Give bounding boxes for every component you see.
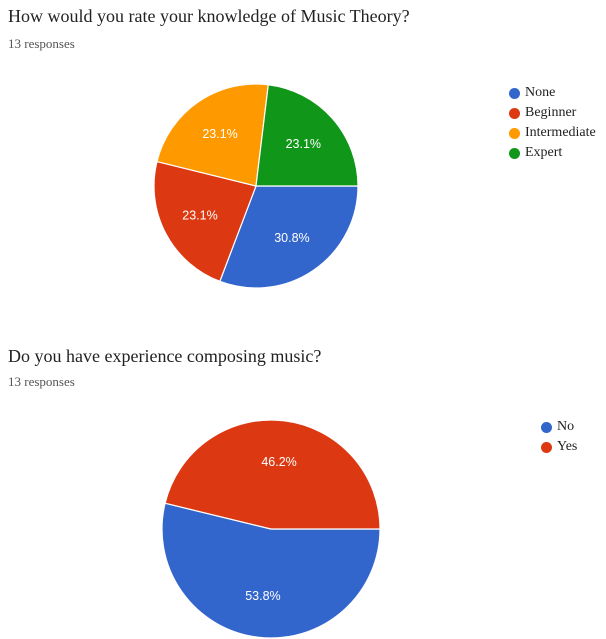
pie-slice-yes[interactable] [164,419,381,530]
legend-item-no[interactable]: No [541,417,577,437]
legend-item-intermediate[interactable]: Intermediate [509,123,596,143]
chart-1-title: How would you rate your knowledge of Mus… [8,6,410,26]
pie-slice-label: 23.1% [286,137,321,151]
pie-slice-label: 23.1% [202,127,237,141]
legend-label: No [557,419,575,434]
pie-chart-2: 53.8% 46.2% [161,419,381,639]
pie-slice-intermediate[interactable] [156,83,269,187]
legend-swatch [509,107,520,119]
legend-label: None [525,85,556,100]
pie-slice-label: 46.2% [261,455,296,469]
chart-2-legend: No Yes [541,417,577,457]
legend-swatch [509,87,520,99]
legend-item-beginner[interactable]: Beginner [509,103,596,123]
pie-slice-label: 30.8% [274,231,309,245]
legend-item-none[interactable]: None [509,83,596,103]
pie-slice-beginner[interactable] [153,160,257,283]
chart-2-subtitle: 13 responses [8,374,75,389]
chart-1-legend: None Beginner Intermediate Expert [509,83,596,163]
pie-slice-none[interactable] [219,185,359,289]
pie-slice-label: 53.8% [245,589,280,603]
legend-label: Intermediate [525,125,596,140]
legend-label: Yes [557,439,578,454]
pie-slice-expert[interactable] [255,84,359,187]
legend-swatch [509,147,520,159]
legend-label: Expert [525,145,563,160]
chart-2-title: Do you have experience composing music? [8,346,322,366]
legend-item-expert[interactable]: Expert [509,143,596,163]
legend-label: Beginner [525,105,577,120]
legend-swatch [541,421,552,433]
legend-swatch [509,127,520,139]
pie-chart-1: 30.8% 23.1% 23.1% 23.1% [153,83,359,289]
legend-item-yes[interactable]: Yes [541,437,577,457]
pie-slice-label: 23.1% [182,208,217,222]
legend-swatch [541,441,552,453]
chart-1-subtitle: 13 responses [8,36,75,51]
